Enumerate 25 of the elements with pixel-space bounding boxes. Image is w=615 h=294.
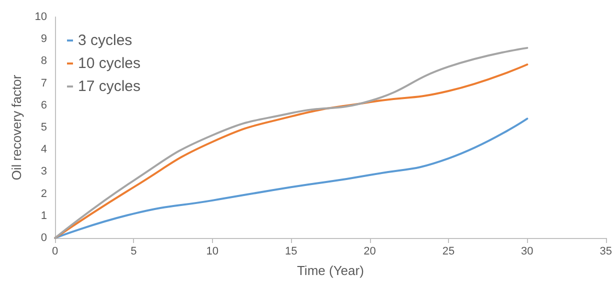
x-tick-label: 30	[521, 246, 534, 258]
y-tick-label: 8	[40, 55, 47, 68]
y-tick-label: 9	[40, 33, 47, 46]
y-tick-label: 7	[40, 77, 47, 90]
x-tick-label: 25	[442, 246, 455, 258]
legend-label: 3 cycles	[78, 32, 132, 49]
y-tick-label: 10	[34, 11, 47, 23]
y-tick-label: 4	[40, 144, 47, 156]
legend-label: 10 cycles	[78, 55, 141, 72]
x-tick-label: 10	[206, 246, 219, 258]
y-tick-label: 2	[40, 188, 47, 200]
x-tick-label: 20	[364, 246, 376, 258]
x-tick-label: 35	[600, 246, 612, 258]
x-tick-label: 0	[52, 246, 58, 258]
legend-label: 17 cycles	[78, 78, 141, 95]
y-tick-label: 1	[40, 210, 47, 222]
y-tick-label: 6	[40, 99, 47, 112]
y-tick-label: 3	[40, 166, 47, 178]
x-axis-title: Time (Year)	[296, 263, 364, 278]
line-series	[54, 118, 528, 239]
y-tick-label: 0	[40, 232, 47, 244]
y-tick-label: 5	[40, 122, 47, 134]
x-tick-label: 5	[130, 246, 137, 258]
y-axis-title: Oil recovery factor	[9, 74, 24, 180]
x-tick-label: 15	[284, 246, 298, 258]
